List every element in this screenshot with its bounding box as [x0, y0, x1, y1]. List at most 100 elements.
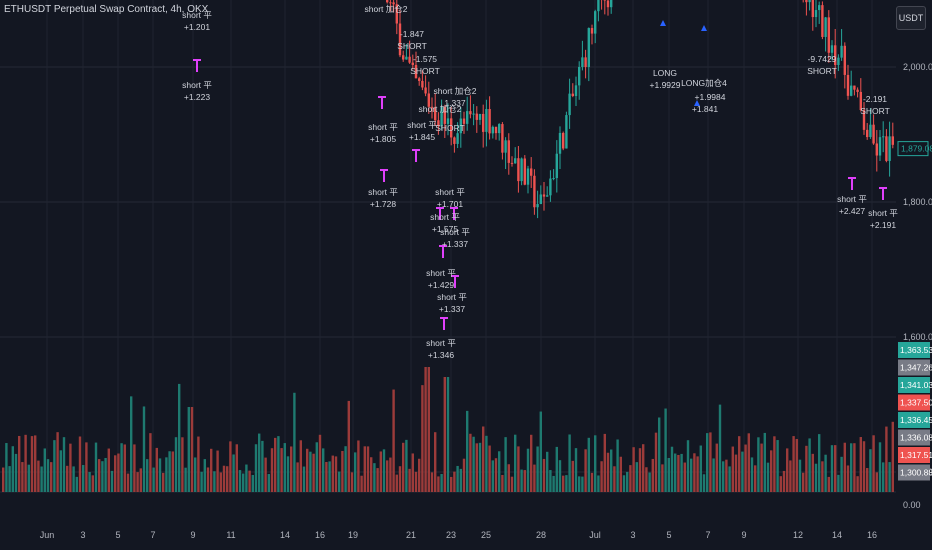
- candle-body: [603, 0, 606, 1]
- trade-annotation-label: -1.575: [413, 54, 437, 64]
- volume-bar: [213, 471, 216, 492]
- candle-body: [562, 132, 565, 149]
- volume-bar: [277, 436, 280, 492]
- time-tick-label: 25: [481, 530, 491, 540]
- volume-bar: [466, 410, 469, 492]
- candle-body: [530, 168, 533, 176]
- volume-bar: [834, 445, 837, 492]
- candle-body: [504, 140, 507, 153]
- candle-body: [526, 168, 530, 185]
- volume-bar: [501, 474, 504, 492]
- volume-bar: [350, 472, 354, 492]
- volume-bar: [40, 466, 43, 492]
- volume-bar: [680, 453, 683, 492]
- trade-annotation-label: short 平: [430, 212, 460, 222]
- volume-bar: [43, 448, 46, 492]
- candle-body: [597, 0, 600, 12]
- trade-annotation-label: LONG: [653, 68, 677, 78]
- volume-bar: [418, 458, 421, 492]
- candle-body: [453, 137, 456, 144]
- volume-bar: [510, 476, 514, 492]
- candle-body: [536, 204, 539, 208]
- volume-bar: [456, 465, 459, 492]
- candle-body: [450, 118, 453, 138]
- candle-body: [856, 89, 859, 92]
- volume-bar: [219, 472, 222, 492]
- volume-bar: [661, 464, 664, 492]
- candle-body: [437, 120, 440, 127]
- volume-bar: [312, 453, 315, 492]
- volume-bar: [856, 476, 859, 492]
- volume-bar: [507, 464, 510, 492]
- candle-body: [581, 57, 584, 67]
- volume-bar: [37, 460, 40, 492]
- candle-body: [568, 93, 571, 116]
- volume-bar: [744, 444, 747, 492]
- volume-bar: [254, 444, 258, 492]
- long-entry-marker: [701, 25, 707, 31]
- volume-bar: [459, 468, 462, 492]
- volume-bar: [274, 437, 277, 492]
- volume-bar: [229, 441, 232, 492]
- time-tick-label: 21: [406, 530, 416, 540]
- volume-bar: [232, 454, 235, 492]
- volume-bar: [290, 446, 293, 492]
- volume-bar: [718, 404, 722, 492]
- candle-body: [882, 136, 885, 138]
- volume-bar: [427, 367, 430, 492]
- volume-bar: [565, 475, 568, 492]
- time-tick-label: 5: [666, 530, 671, 540]
- volume-bar: [405, 439, 408, 492]
- candle-body: [517, 158, 520, 182]
- time-tick-label: Jun: [40, 530, 55, 540]
- volume-bar: [62, 437, 66, 492]
- trade-annotation-label: +1.701: [437, 199, 464, 209]
- volume-bar: [578, 476, 581, 492]
- candle-body: [584, 57, 587, 67]
- volume-bar: [24, 434, 27, 492]
- candle-body: [837, 57, 840, 65]
- indicator-label-box: [898, 342, 930, 358]
- volume-bar: [370, 457, 373, 492]
- volume-bar: [773, 436, 776, 492]
- volume-bar: [731, 446, 734, 492]
- volume-bar: [453, 471, 456, 492]
- volume-bar: [395, 474, 398, 492]
- volume-bar: [542, 458, 546, 492]
- volume-bar: [238, 470, 242, 492]
- price-tick-label: 1,800.00: [903, 197, 932, 207]
- indicator-value-label: 1,337.50: [900, 398, 932, 408]
- candle-body: [520, 158, 523, 182]
- volume-bar: [475, 443, 478, 492]
- time-tick-label: 14: [832, 530, 842, 540]
- volume-bar: [325, 461, 328, 492]
- volume-bar: [805, 445, 808, 492]
- volume-bar: [603, 433, 606, 492]
- volume-bar: [450, 476, 453, 492]
- volume-bar: [600, 461, 603, 492]
- candle-body: [411, 62, 414, 65]
- volume-bar: [670, 446, 674, 492]
- time-tick-label: 16: [315, 530, 325, 540]
- volume-bar: [139, 468, 142, 492]
- current-price-label: 1,879.08: [901, 144, 932, 154]
- currency-scale-button[interactable]: USDT: [896, 6, 926, 30]
- candle-body: [466, 111, 469, 124]
- volume-bar: [421, 385, 424, 492]
- candle-body: [549, 178, 552, 196]
- trade-annotation-label: +1.337: [439, 304, 466, 314]
- volume-bar: [629, 465, 632, 492]
- volume-bar: [318, 434, 322, 492]
- time-tick-label: 3: [80, 530, 85, 540]
- volume-bar: [472, 436, 475, 492]
- candle-body: [869, 124, 872, 138]
- volume-bar: [347, 400, 350, 492]
- volume-bar: [485, 435, 488, 492]
- indicator-label-box: [898, 464, 930, 481]
- candle-body: [462, 118, 466, 124]
- volume-bar: [514, 434, 517, 492]
- trade-annotation-label: short 加仓2: [434, 86, 477, 96]
- candle-body: [811, 0, 814, 18]
- volume-bar: [322, 448, 325, 492]
